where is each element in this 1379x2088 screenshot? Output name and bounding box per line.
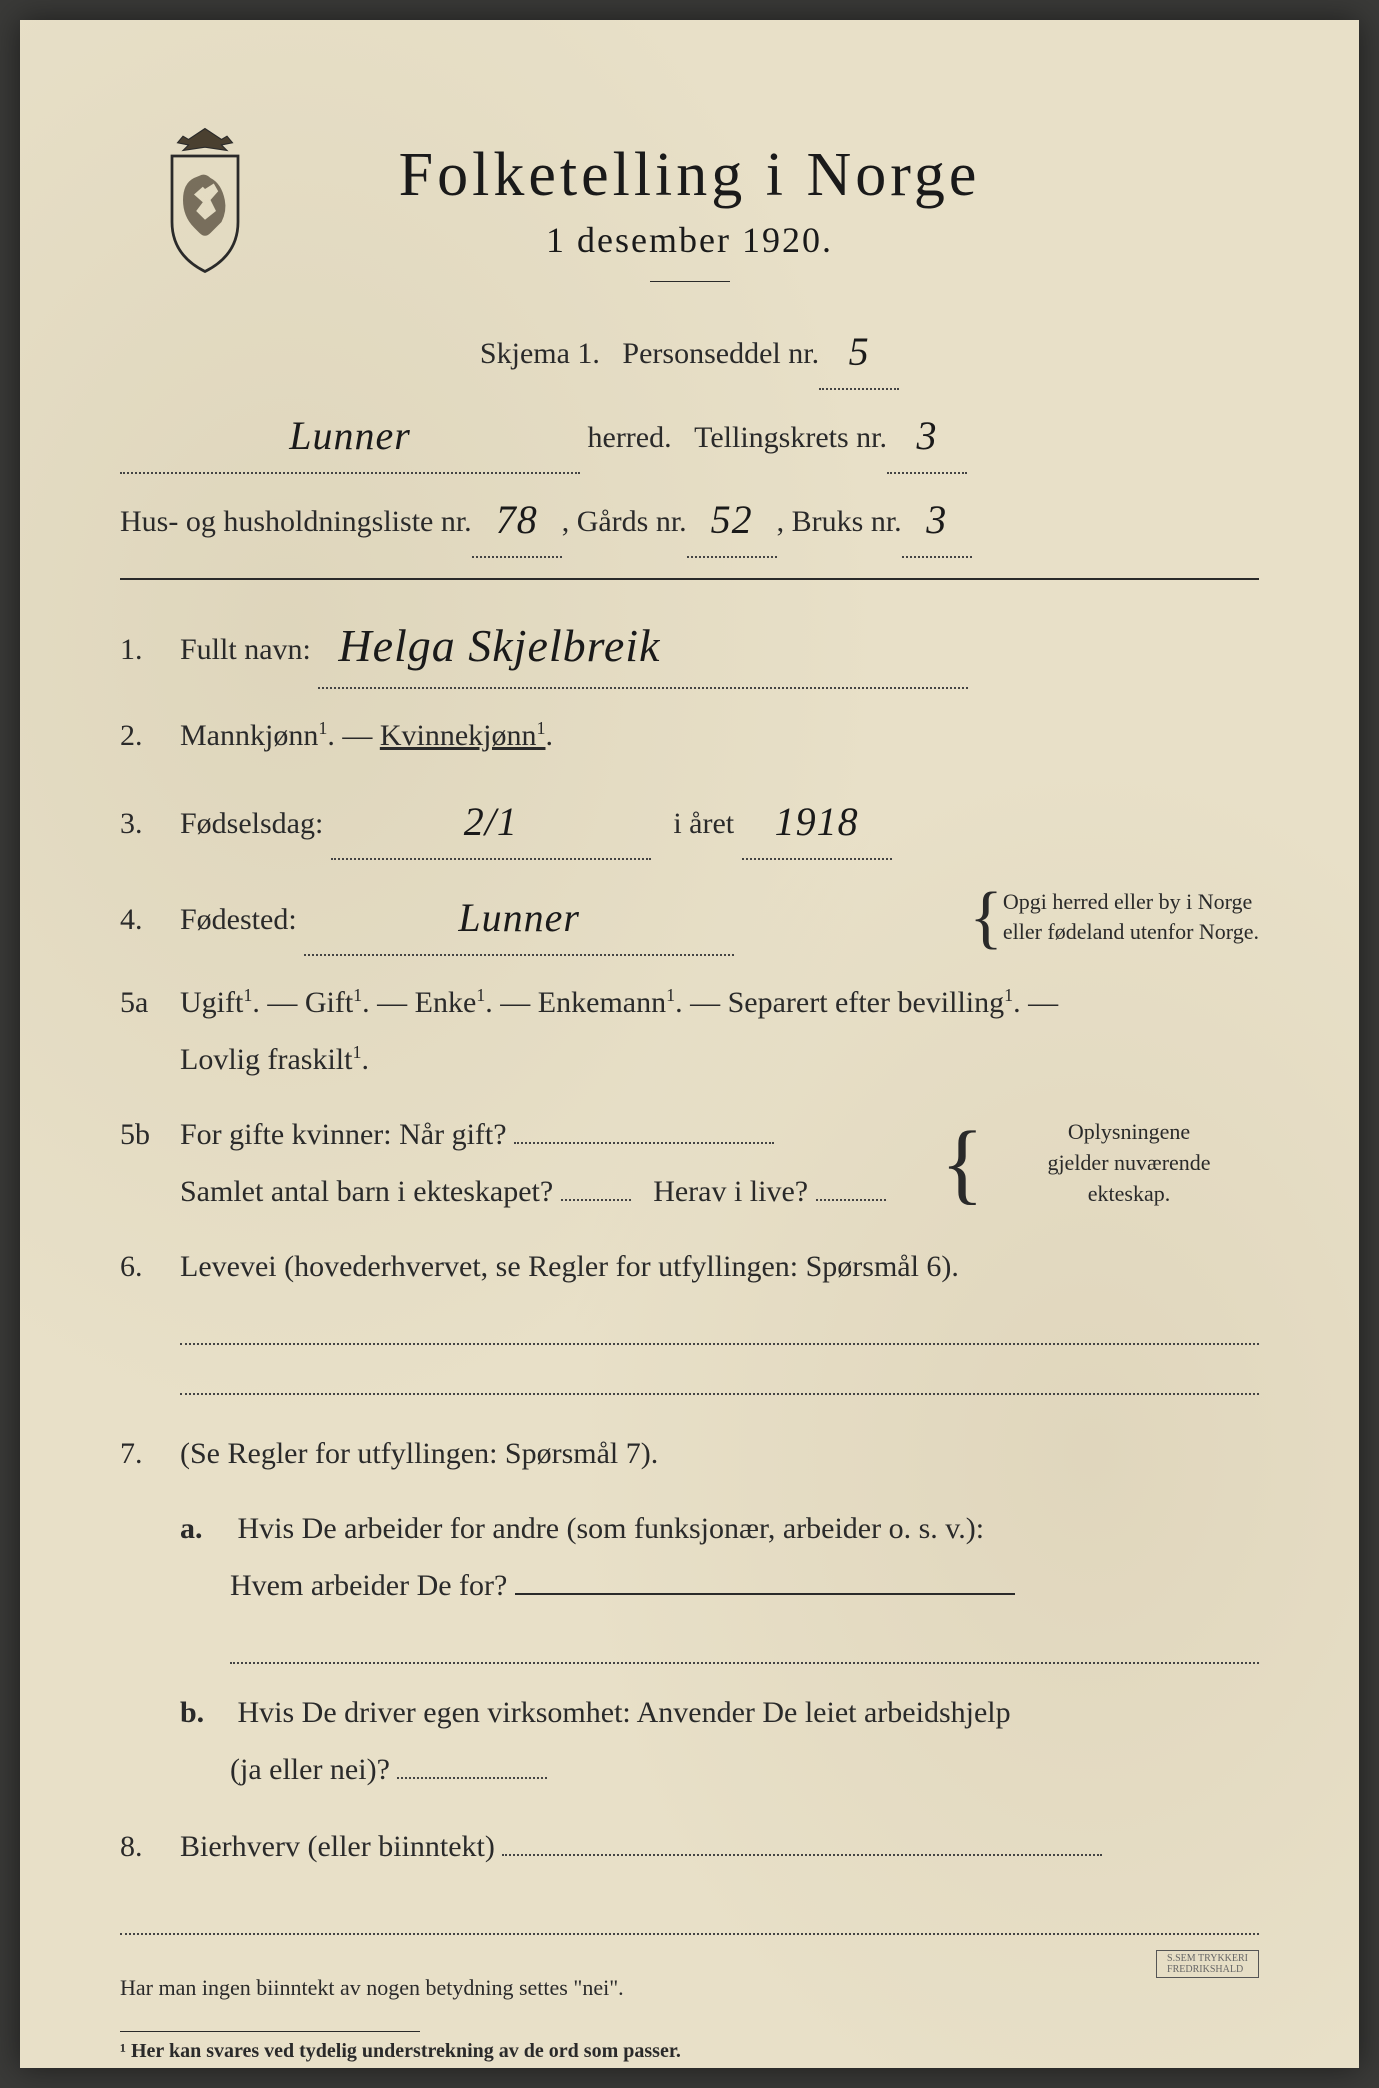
husliste-value: 78 <box>496 497 538 542</box>
q8-label: Bierhverv (eller biinntekt) <box>180 1830 495 1863</box>
q8-field-line2 <box>120 1905 1259 1935</box>
q7a-row: a. Hvis De arbeider for andre (som funks… <box>120 1500 1259 1614</box>
q1-row: 1. Fullt navn: Helga Skjelbreik <box>120 600 1259 689</box>
footnote-1: Har man ingen biinntekt av nogen betydni… <box>120 1965 1259 2001</box>
q7a-field <box>515 1593 1015 1595</box>
q3-day-field: 2/1 <box>331 782 651 860</box>
tellingskrets-label: Tellingskrets nr. <box>694 409 887 466</box>
q7-num: 7. <box>120 1425 180 1482</box>
section-divider-1 <box>120 578 1259 580</box>
q5a-separert: Separert efter bevilling1. — <box>728 986 1059 1019</box>
herred-label: herred. <box>588 409 672 466</box>
birth-day-value: 2/1 <box>464 799 518 844</box>
q7b-line2: (ja eller nei)? <box>230 1753 390 1786</box>
footnote-2: ¹ Her kan svares ved tydelig understrekn… <box>120 2040 1259 2063</box>
meta-hus-row: Hus- og husholdningsliste nr. 78 , Gårds… <box>120 480 1259 558</box>
meta-herred-row: Lunner herred. Tellingskrets nr. 3 <box>120 396 1259 474</box>
q7-label: (Se Regler for utfyllingen: Spørsmål 7). <box>180 1425 1259 1482</box>
q5b-row: 5b For gifte kvinner: Når gift? Samlet a… <box>120 1106 1259 1220</box>
page-title: Folketelling i Norge <box>120 140 1259 211</box>
q2-option-kvinne: Kvinnekjønn1 <box>380 719 546 752</box>
q5a-enkemann: Enkemann1. — <box>538 986 728 1019</box>
q7b-row: b. Hvis De driver egen virksomhet: Anven… <box>120 1684 1259 1798</box>
brace-icon-2: { <box>941 1141 984 1186</box>
bruks-value: 3 <box>926 497 947 542</box>
q4-note: Opgi herred eller by i Norge eller fødel… <box>1003 887 1259 949</box>
q5a-num: 5a <box>120 974 180 1031</box>
q6-num: 6. <box>120 1238 180 1295</box>
q7a-field-line2 <box>230 1634 1259 1664</box>
q1-field: Helga Skjelbreik <box>318 600 968 689</box>
q2-row: 2. Mannkjønn1. — Kvinnekjønn1. <box>120 707 1259 764</box>
printer-mark: S.SEM TRYKKERIFREDRIKSHALD <box>1156 1950 1259 1978</box>
q7-row: 7. (Se Regler for utfyllingen: Spørsmål … <box>120 1425 1259 1482</box>
q6-field-line2 <box>180 1365 1259 1395</box>
q8-field <box>502 1854 1102 1856</box>
q6-field-line1 <box>180 1315 1259 1345</box>
bruks-label: , Bruks nr. <box>777 493 902 550</box>
q4-label: Fødested: <box>180 903 297 936</box>
coat-of-arms-icon <box>150 120 260 280</box>
personseddel-nr-field: 5 <box>819 312 899 390</box>
q2-option-mann: Mannkjønn1. — <box>180 719 372 752</box>
q2-num: 2. <box>120 707 180 764</box>
husliste-label: Hus- og husholdningsliste nr. <box>120 493 472 550</box>
husliste-nr-field: 78 <box>472 480 562 558</box>
q5b-note: Oplysningene gjelder nuværende ekteskap. <box>999 1117 1259 1209</box>
q5b-label1: For gifte kvinner: Når gift? <box>180 1118 507 1151</box>
gards-label: , Gårds nr. <box>562 493 687 550</box>
herred-value: Lunner <box>289 413 411 458</box>
q1-num: 1. <box>120 621 180 678</box>
q7a-line2: Hvem arbeider De for? <box>230 1569 507 1602</box>
title-divider <box>650 281 730 282</box>
tellingskrets-nr-field: 3 <box>887 396 967 474</box>
q4-field: Lunner <box>304 878 734 956</box>
q5a-ugift: Ugift1. — <box>180 986 305 1019</box>
footnote-separator <box>120 2031 420 2032</box>
q7a-line1: Hvis De arbeider for andre (som funksjon… <box>238 1512 985 1545</box>
q5b-label3: Herav i live? <box>653 1175 808 1208</box>
q7b-line1: Hvis De driver egen virksomhet: Anvender… <box>238 1696 1011 1729</box>
q8-num: 8. <box>120 1818 180 1875</box>
q4-row: 4. Fødested: Lunner { Opgi herred eller … <box>120 878 1259 956</box>
skjema-label: Skjema 1. <box>480 325 600 382</box>
census-form-document: Folketelling i Norge 1 desember 1920. Sk… <box>20 20 1359 2068</box>
q7b-field <box>397 1777 547 1779</box>
q6-label: Levevei (hovederhvervet, se Regler for u… <box>180 1238 1259 1295</box>
page-subtitle: 1 desember 1920. <box>120 219 1259 261</box>
birth-year-value: 1918 <box>775 799 859 844</box>
brace-icon: { <box>969 900 1003 935</box>
q5b-field1 <box>514 1142 774 1144</box>
tellingskrets-value: 3 <box>917 413 938 458</box>
q5a-enke: Enke1. — <box>415 986 538 1019</box>
q3-num: 3. <box>120 795 180 852</box>
q6-row: 6. Levevei (hovederhvervet, se Regler fo… <box>120 1238 1259 1295</box>
q5b-field2 <box>561 1199 631 1201</box>
q7b-letter: b. <box>180 1684 230 1741</box>
meta-skjema-row: Skjema 1. Personseddel nr. 5 <box>120 312 1259 390</box>
q5b-label2: Samlet antal barn i ekteskapet? <box>180 1175 553 1208</box>
gards-nr-field: 52 <box>687 480 777 558</box>
q7a-letter: a. <box>180 1500 230 1557</box>
q8-row: 8. Bierhverv (eller biinntekt) <box>120 1818 1259 1875</box>
q1-label: Fullt navn: <box>180 633 311 666</box>
q5a-row: 5a Ugift1. — Gift1. — Enke1. — Enkemann1… <box>120 974 1259 1088</box>
birthplace-value: Lunner <box>458 895 580 940</box>
gards-value: 52 <box>711 497 753 542</box>
personseddel-value: 5 <box>849 329 870 374</box>
q5b-field3 <box>816 1199 886 1201</box>
q4-num: 4. <box>120 891 180 948</box>
bruks-nr-field: 3 <box>902 480 972 558</box>
q3-year-field: 1918 <box>742 782 892 860</box>
q3-label: Fødselsdag: <box>180 807 323 840</box>
herred-name-field: Lunner <box>120 396 580 474</box>
q3-year-label: i året <box>673 807 734 840</box>
q5a-fraskilt: Lovlig fraskilt1. <box>180 1043 369 1076</box>
q5b-num: 5b <box>120 1106 180 1163</box>
q3-row: 3. Fødselsdag: 2/1 i året 1918 <box>120 782 1259 860</box>
personseddel-label: Personseddel nr. <box>622 325 819 382</box>
full-name-value: Helga Skjelbreik <box>338 620 660 671</box>
q5a-gift: Gift1. — <box>305 986 415 1019</box>
form-header: Folketelling i Norge 1 desember 1920. <box>120 140 1259 282</box>
